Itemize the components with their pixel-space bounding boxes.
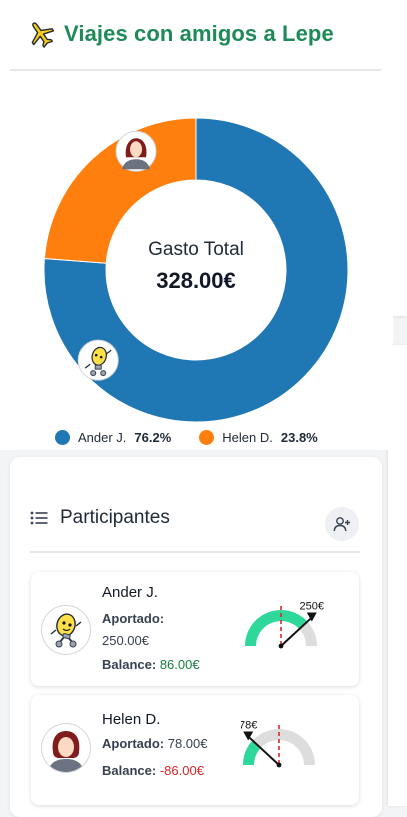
participants-title: Participantes	[60, 507, 170, 528]
gauge-marker	[243, 731, 254, 741]
legend-percent: 23.8%	[280, 430, 318, 445]
participants-header: Participantes	[30, 507, 170, 529]
avatar	[41, 723, 91, 773]
avatar	[41, 605, 91, 655]
chart-center-value: 328.00€	[156, 268, 236, 293]
list-icon	[30, 511, 48, 525]
legend-percent: 76.2%	[134, 430, 172, 445]
participant-name: Ander J.	[102, 584, 158, 601]
contribution-gauge: 78€	[239, 713, 341, 790]
chart-legend: Ander J. 76.2% Helen D. 23.8%	[55, 430, 318, 445]
gauge-needle	[248, 737, 280, 766]
gauge-hub	[278, 643, 284, 649]
legend-dot	[199, 430, 215, 445]
gauge-marker	[306, 612, 317, 622]
gauge-fill	[243, 740, 261, 765]
gauge-hub	[276, 762, 282, 768]
participants-panel: Participantes Ander J. Aport	[10, 457, 382, 817]
airplane-icon	[31, 22, 55, 48]
participant-card-helen[interactable]: Helen D. Aportado: 78.00€ Balance: -86.0…	[31, 695, 359, 805]
gauge-fill	[245, 610, 308, 646]
balance-value: -86.00€	[159, 763, 204, 778]
summary-card: Viajes con amigos a Lepe Gasto Total 328…	[0, 0, 393, 450]
gauge-value-label: 250€	[300, 600, 324, 612]
page-title: Viajes con amigos a Lepe	[64, 21, 334, 46]
participant-card-ander[interactable]: Ander J. Aportado: 250.00€ Balance: 86.0…	[31, 572, 359, 686]
page-header: Viajes con amigos a Lepe	[26, 16, 334, 52]
legend-label: Ander J.	[78, 430, 127, 445]
balance-line: Balance: -86.00€	[102, 763, 204, 778]
chart-center-label: Gasto Total	[148, 239, 244, 260]
add-participant-button[interactable]	[325, 507, 359, 541]
woman-avatar-icon	[42, 724, 90, 772]
gauge-needle	[280, 618, 312, 647]
woman-slice-avatar	[115, 130, 157, 172]
donut-slice-helend[interactable]	[43, 117, 197, 264]
aportado-line: Aportado: 78.00€	[102, 736, 208, 751]
divider	[30, 551, 360, 553]
legend-item-ander[interactable]: Ander J. 76.2%	[55, 430, 171, 445]
legend-label: Helen D.	[222, 430, 273, 445]
balance-value: 86.00€	[159, 657, 200, 672]
donut-chart: Gasto Total 328.00€	[43, 117, 349, 423]
lightbulb-avatar-icon	[44, 608, 88, 652]
aportado-label: Aportado:	[102, 611, 165, 626]
lightbulb-slice-avatar	[77, 339, 119, 381]
donut-chart-svg	[43, 117, 349, 423]
side-card-edge	[388, 345, 407, 806]
legend-item-helen[interactable]: Helen D. 23.8%	[199, 430, 318, 445]
divider	[10, 69, 381, 71]
add-user-icon	[333, 517, 350, 532]
participant-name: Helen D.	[102, 711, 161, 728]
legend-dot	[55, 430, 70, 445]
donut-slice-anderj[interactable]	[43, 117, 349, 423]
gauge-value-label: 78€	[241, 719, 257, 731]
balance-line: Balance: 86.00€	[102, 657, 200, 672]
aportado-value: 250.00€	[102, 633, 149, 648]
gauge-track	[243, 729, 315, 765]
aportado-value: 78.00€	[167, 736, 208, 751]
contribution-gauge: 250€	[243, 594, 343, 671]
